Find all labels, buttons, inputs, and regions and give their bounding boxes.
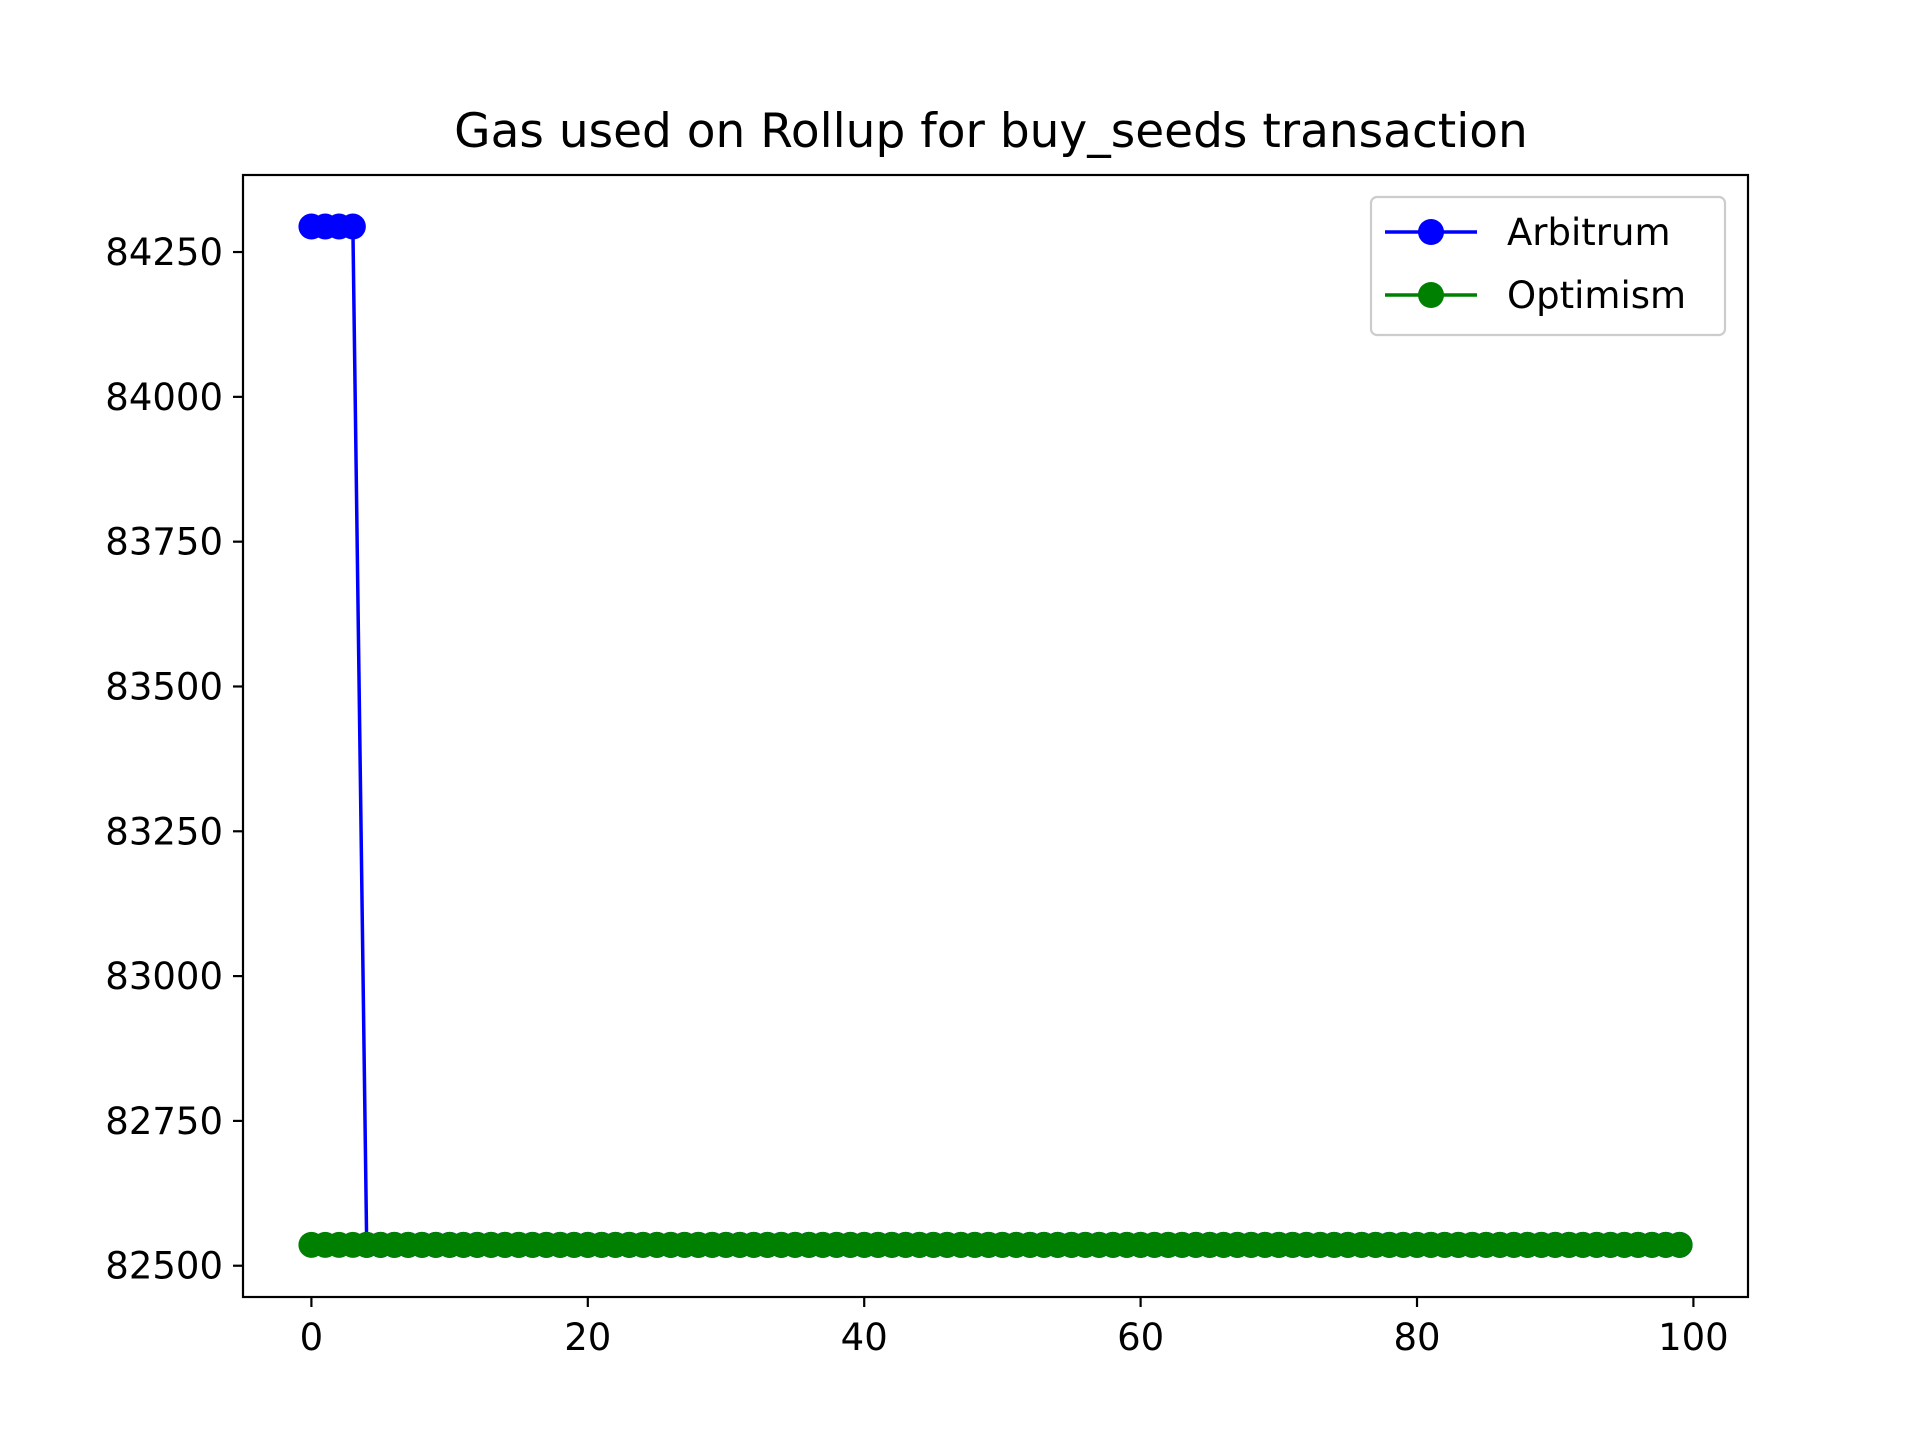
x-tick-label: 20: [564, 1316, 611, 1359]
series-layer: [298, 213, 1693, 1258]
y-tick-label: 83750: [105, 521, 223, 564]
y-tick-label: 83500: [105, 665, 223, 708]
legend: Arbitrum Optimism: [1369, 195, 1727, 337]
data-point-optimism: [1666, 1231, 1693, 1258]
legend-label-optimism: Optimism: [1507, 274, 1686, 317]
series-optimism: [298, 1231, 1693, 1258]
x-tick-label: 0: [300, 1316, 324, 1359]
x-tick-label: 100: [1658, 1316, 1729, 1359]
y-axis: 82500 82750 83000 83250 83500 83750 84000 84250: [105, 231, 243, 1288]
y-tick-label: 83000: [105, 955, 223, 998]
legend-marker-arbitrum: [1418, 219, 1444, 245]
data-point-arbitrum: [339, 213, 366, 240]
y-tick-label: 84250: [105, 231, 223, 274]
y-tick-label: 84000: [105, 376, 223, 419]
y-tick-label: 82500: [105, 1245, 223, 1288]
x-tick-label: 60: [1117, 1316, 1164, 1359]
chart-title: Gas used on Rollup for buy_seeds transac…: [454, 104, 1528, 159]
y-tick-label: 82750: [105, 1100, 223, 1143]
x-axis: 0 20 40 60 80 100: [300, 1297, 1729, 1359]
x-tick-label: 40: [841, 1316, 888, 1359]
x-tick-label: 80: [1393, 1316, 1440, 1359]
legend-marker-optimism: [1418, 282, 1444, 308]
legend-label-arbitrum: Arbitrum: [1507, 211, 1671, 254]
plot-frame: [241, 173, 1750, 1299]
y-tick-label: 83250: [105, 810, 223, 853]
